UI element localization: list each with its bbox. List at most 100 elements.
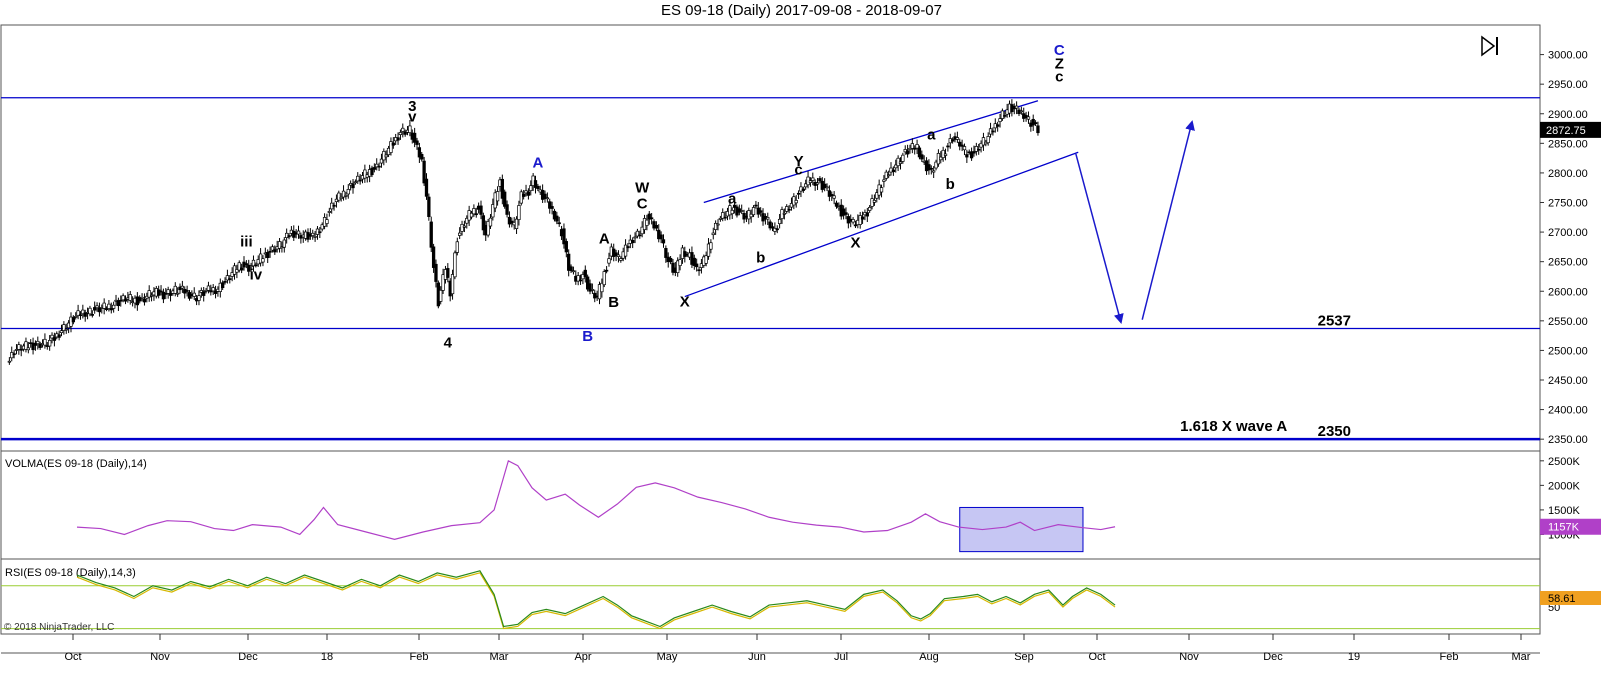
x-tick-label: Sep (1014, 651, 1034, 663)
candle-body (31, 342, 35, 351)
candle-body (363, 169, 367, 179)
candle-body (661, 239, 666, 244)
last-price-badge (1540, 121, 1601, 138)
y-tick-label: 2550.00 (1548, 316, 1588, 328)
candle-body (882, 179, 886, 182)
candle-body (185, 290, 189, 292)
candle-body (732, 204, 737, 208)
candle-body (254, 264, 258, 267)
skip-to-end-icon[interactable] (1481, 35, 1498, 57)
candle-body (659, 234, 663, 240)
candle-body (104, 308, 109, 310)
candle-body (26, 347, 30, 351)
x-tick-label: Mar (490, 651, 509, 663)
candle-body (818, 178, 822, 182)
candle-body (97, 307, 102, 313)
candle-body (955, 137, 960, 140)
candle-body (526, 191, 531, 196)
candle-body (645, 219, 649, 226)
candle-body (713, 222, 718, 230)
candle-body (602, 271, 606, 286)
candle-body (768, 221, 772, 229)
y-tick-label: 2650.00 (1548, 257, 1588, 269)
candle-body (43, 338, 47, 346)
candle-body (600, 282, 604, 293)
copyright-text: © 2018 NinjaTrader, LLC (4, 622, 114, 633)
candle-body (339, 196, 343, 199)
wave-label: B (608, 294, 619, 311)
candle-body (721, 212, 725, 219)
wave-label: X (850, 235, 860, 252)
candle-body (825, 186, 829, 189)
candle-body (827, 190, 832, 197)
candle-body (36, 340, 40, 345)
candle-body (204, 289, 208, 292)
candle-body (759, 210, 763, 213)
candle-body (140, 296, 144, 299)
candle-body (706, 243, 711, 257)
candle-body (175, 292, 180, 295)
candle-body (157, 289, 161, 296)
candle-body (123, 299, 128, 302)
candle-body (822, 183, 827, 189)
candle-body (695, 263, 699, 268)
candle-body (450, 274, 455, 295)
candle-body (128, 294, 132, 301)
candle-body (417, 147, 422, 158)
y-tick-label: 2950.00 (1548, 79, 1588, 91)
candle-body (228, 278, 232, 280)
candle-body (583, 269, 587, 277)
candle-body (251, 259, 256, 267)
candle-body (834, 202, 839, 207)
candle-body (296, 230, 301, 235)
candle-body (787, 208, 791, 211)
volma-badge (1540, 518, 1601, 535)
y-tick-label: 2600.00 (1548, 286, 1588, 298)
candle-body (567, 253, 571, 271)
candle-body (555, 215, 559, 222)
candle-body (159, 290, 163, 293)
candle-body (939, 156, 943, 161)
candle-body (346, 189, 350, 195)
candle-body (654, 224, 659, 229)
candle-body (872, 200, 877, 203)
candle-body (657, 229, 661, 240)
candle-body (422, 160, 426, 184)
candle-body (775, 228, 779, 231)
candle-body (1036, 125, 1040, 134)
candle-body (607, 258, 611, 264)
candle-body (261, 258, 265, 263)
candle-body (109, 308, 113, 311)
candle-body (815, 182, 820, 185)
candle-body (14, 349, 19, 351)
candle-body (223, 281, 227, 283)
candle-body (10, 352, 14, 359)
candle-body (585, 276, 590, 290)
x-tick-label: Dec (238, 651, 258, 663)
candle-body (709, 242, 713, 250)
candle-body (974, 146, 978, 152)
candle-body (52, 337, 57, 341)
wave-label: X (680, 293, 690, 310)
candle-body (664, 248, 668, 258)
candle-body (391, 142, 395, 146)
volma-last-label: 1157K (1548, 522, 1580, 534)
level-label: 2350 (1318, 423, 1351, 440)
x-tick-label: Mar (1512, 651, 1531, 663)
candle-body (277, 241, 282, 249)
y-tick-label: 2700.00 (1548, 227, 1588, 239)
channel-line (684, 151, 1079, 298)
candle-body (623, 244, 628, 257)
y-tick-label: 2400.00 (1548, 405, 1588, 417)
candle-body (379, 158, 384, 164)
candle-body (225, 275, 230, 281)
candle-body (344, 195, 348, 197)
candle-body (943, 153, 948, 156)
candle-body (424, 178, 429, 197)
candle-body (614, 252, 618, 257)
candle-body (313, 235, 317, 238)
candle-body (770, 226, 775, 229)
candle-body (652, 221, 656, 229)
candle-body (247, 264, 251, 272)
